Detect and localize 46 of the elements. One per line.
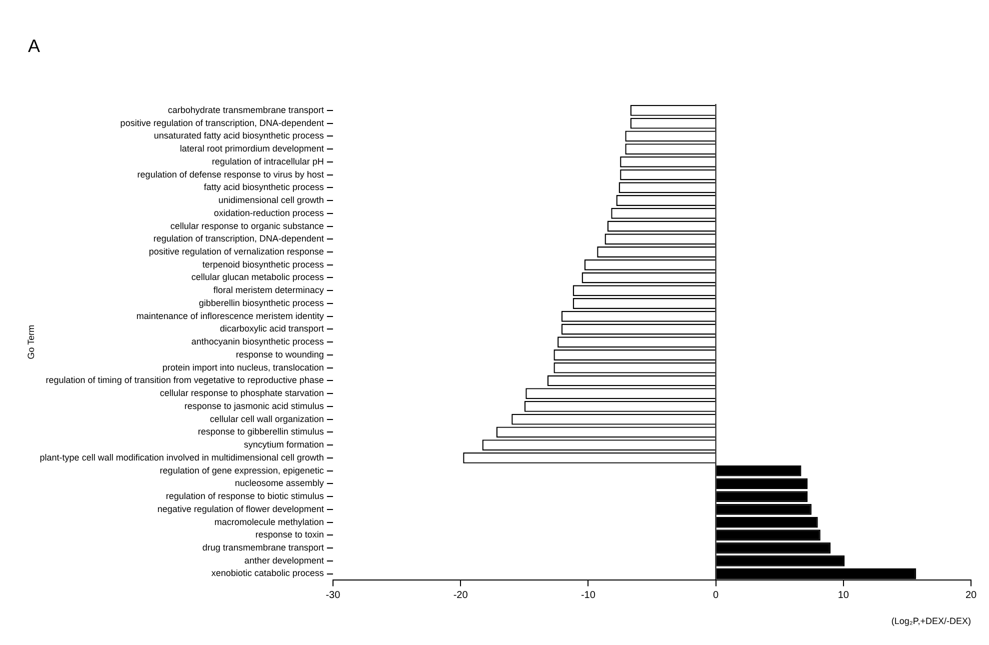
- x-axis-title: (Log₂P,+DEX/-DEX): [891, 616, 971, 626]
- y-tick-label: carbohydrate transmembrane transport: [168, 104, 324, 115]
- x-tick-label: -10: [580, 590, 596, 601]
- y-axis-title: Go Term: [26, 324, 36, 360]
- y-tick-label: response to toxin: [255, 530, 324, 540]
- y-tick-label: xenobiotic catabolic process: [211, 568, 324, 578]
- y-tick-label: drug transmembrane transport: [202, 542, 324, 553]
- y-tick-label: gibberellin biosynthetic process: [198, 298, 324, 308]
- y-tick-label: dicarboxylic acid transport: [220, 324, 324, 334]
- y-tick-label: plant-type cell wall modification involved in multidimensional cell growth: [40, 452, 324, 462]
- y-tick-label: negative regulation of flower development: [157, 504, 324, 514]
- x-tick-label: 10: [838, 590, 850, 601]
- y-tick-label: floral meristem determinacy: [213, 285, 324, 296]
- y-tick-label: maintenance of inflorescence meristem identity: [136, 310, 324, 321]
- y-tick-label: response to wounding: [236, 349, 324, 360]
- y-tick-label: regulation of response to biotic stimulus: [166, 491, 324, 502]
- y-tick-label: nucleosome assembly: [234, 478, 324, 488]
- x-tick-label: -30: [326, 590, 341, 601]
- y-tick-label: syncytium formation: [244, 440, 324, 450]
- y-tick-label: fatty acid biosynthetic process: [204, 182, 324, 192]
- text: A: [28, 36, 40, 56]
- y-tick-label: regulation of transcription, DNA-dependent: [153, 234, 324, 244]
- x-tick-label: 20: [965, 590, 977, 601]
- y-tick-label: regulation of defense response to virus by host: [137, 169, 324, 180]
- y-tick-label: positive regulation of vernalization response: [148, 246, 324, 256]
- y-tick-label: response to gibberellin stimulus: [198, 426, 324, 437]
- y-tick-label: oxidation-reduction process: [214, 208, 324, 218]
- y-tick-label: cellular response to organic substance: [170, 220, 324, 231]
- y-tick-label: anther development: [244, 555, 324, 566]
- y-tick-label: cellular glucan metabolic process: [191, 272, 324, 282]
- x-tick-label: -20: [453, 590, 468, 601]
- y-tick-label: regulation of intracellular pH: [212, 156, 324, 166]
- y-tick-label: regulation of timing of transition from vegetative to reproductive phase: [46, 375, 324, 386]
- y-tick-label: regulation of gene expression, epigenetic: [160, 465, 324, 476]
- y-tick-label: terpenoid biosynthetic process: [202, 259, 324, 270]
- y-tick-label: lateral root primordium development: [180, 144, 324, 154]
- y-tick-label: unidimensional cell growth: [218, 195, 324, 206]
- y-tick-label: macromolecule methylation: [214, 516, 324, 527]
- y-tick-label: cellular response to phosphate starvation: [160, 388, 324, 398]
- y-tick-label: unsaturated fatty acid biosynthetic process: [154, 130, 324, 141]
- y-tick-label: anthocyanin biosynthetic process: [191, 336, 324, 347]
- y-tick-label: positive regulation of transcription, DNA-dependent: [120, 118, 324, 128]
- y-tick-label: response to jasmonic acid stimulus: [184, 400, 324, 411]
- x-tick-label: 0: [712, 590, 719, 601]
- y-tick-label: protein import into nucleus, translocation: [162, 362, 324, 372]
- y-tick-label: cellular cell wall organization: [210, 414, 324, 424]
